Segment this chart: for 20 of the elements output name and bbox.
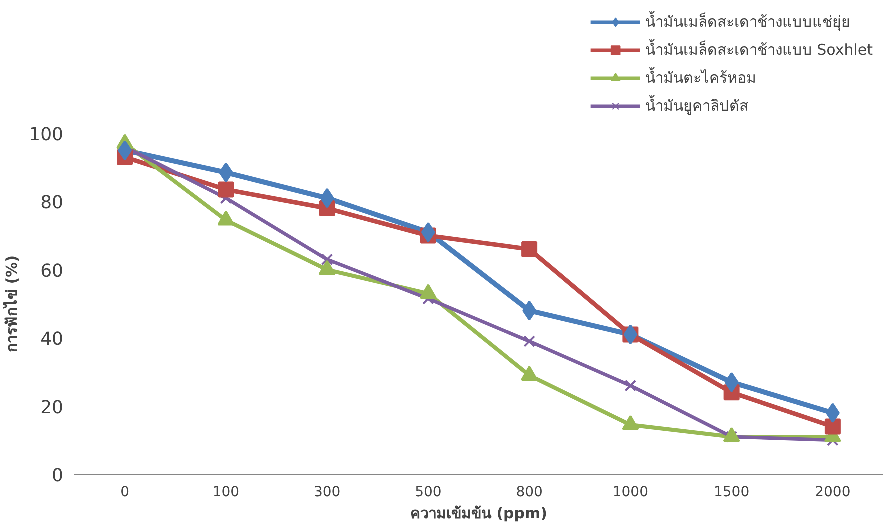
legend-label: น้ำมันเมล็ดสะเดาช้างแบบแช่ยุ่ย bbox=[645, 10, 850, 34]
legend-label: น้ำมันเมล็ดสะเดาช้างแบบ Soxhlet bbox=[645, 38, 873, 61]
x-axis-title: ความเข้มข้น (ppm) bbox=[410, 504, 548, 522]
x-tick-label: 500 bbox=[415, 484, 442, 500]
x-tick-label: 100 bbox=[212, 484, 240, 500]
y-tick-label: 40 bbox=[40, 329, 64, 350]
x-tick-label: 1000 bbox=[612, 484, 649, 500]
x-tick-label: 2000 bbox=[815, 484, 851, 500]
x-tick-label: 1500 bbox=[714, 484, 750, 500]
legend-label: น้ำมันยูคาลิปตัส bbox=[645, 94, 748, 117]
legend-label: น้ำมันตะไคร้หอม bbox=[645, 66, 756, 89]
x-tick-label: 800 bbox=[516, 484, 543, 500]
x-tick-label: 300 bbox=[314, 484, 341, 500]
y-tick-label: 100 bbox=[29, 124, 64, 146]
y-tick-label: 60 bbox=[40, 260, 64, 282]
y-tick-label: 20 bbox=[40, 397, 64, 418]
y-tick-label: 80 bbox=[40, 192, 64, 214]
y-tick-label: 0 bbox=[52, 466, 64, 486]
y-axis-title: การฟักไข่ (%) bbox=[2, 256, 22, 352]
x-tick-label: 0 bbox=[120, 484, 130, 500]
